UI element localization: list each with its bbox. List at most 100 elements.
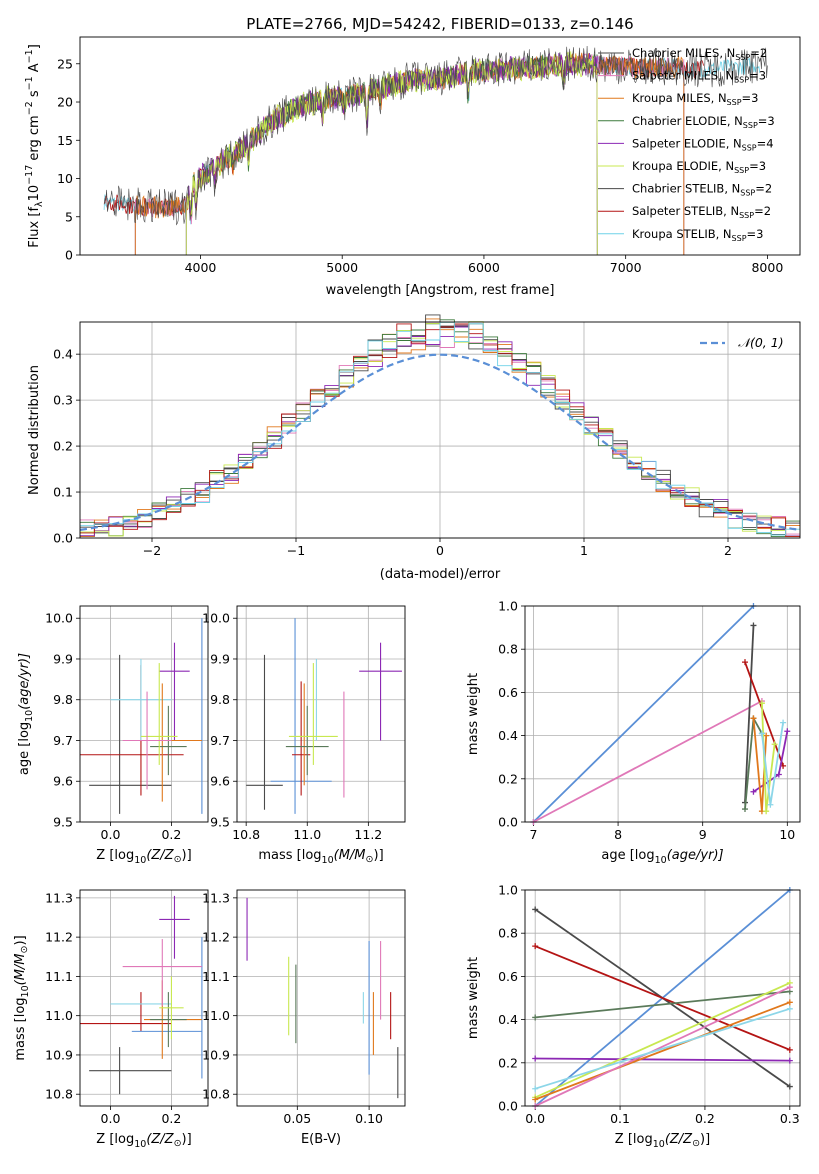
label-part: λ <box>34 201 45 207</box>
weight-marker <box>786 1083 793 1090</box>
y-tick-label: 0.4 <box>498 728 518 743</box>
label-part: ⊙ <box>19 946 30 954</box>
y-tick-label: 0.6 <box>498 685 518 700</box>
axes-frame <box>79 321 801 539</box>
label-part: 10 <box>134 855 146 866</box>
grid <box>80 890 208 1106</box>
y-tick-label: 1.0 <box>498 883 518 898</box>
weight-marker <box>532 1085 539 1092</box>
weight-line <box>534 1007 791 1090</box>
legend-label: 𝒩(0, 1) <box>738 335 784 350</box>
weight-line <box>534 986 791 1107</box>
weight-line <box>532 605 755 823</box>
label-part: −1 <box>24 76 35 90</box>
y-tick-label: 10.9 <box>202 1047 230 1062</box>
label-part: ] <box>27 44 42 49</box>
axes-frame <box>236 605 406 823</box>
y-tick-label: 1.0 <box>498 599 518 614</box>
weight-marker <box>532 1096 539 1103</box>
legend-part: =4 <box>757 136 774 150</box>
y-tick-label: 9.6 <box>53 774 73 789</box>
y-tick-label: 0.8 <box>498 642 518 657</box>
x-axis-label: (data-model)/error <box>380 567 501 582</box>
y-tick-label: 0.3 <box>53 393 73 408</box>
grid <box>237 606 405 823</box>
x-tick-label: 0.2 <box>695 1111 715 1126</box>
y-axis-label: mass [log10(M/M⊙)] <box>13 935 31 1060</box>
weight-marker <box>758 700 765 707</box>
y-tick-label: 0.8 <box>498 926 518 941</box>
y-tick-label: 0.4 <box>53 347 73 362</box>
histogram-chabrier-stelib <box>80 314 800 530</box>
y-tick-label: 11.2 <box>45 930 73 945</box>
weight-marker <box>786 1005 793 1012</box>
legend-label: Kroupa MILES, NSSP=3 <box>632 91 758 107</box>
axes-frame <box>236 889 406 1107</box>
weight-marker <box>767 801 774 808</box>
weight-marker <box>780 719 787 726</box>
y-tick-label: 9.8 <box>53 692 73 707</box>
legend-part: Chabrier MILES, N <box>632 46 735 60</box>
x-tick-label: 0.0 <box>101 1111 121 1126</box>
weight-marker <box>742 806 748 813</box>
legend-part: Kroupa MILES, N <box>632 91 727 105</box>
legend-part: =2 <box>750 46 767 60</box>
ebv-mass-panel: 0.05 0.10 10.8 10.9 11.0 11.1 11.2 11.3 E(B-V) <box>202 889 406 1147</box>
z-age-panel: 0.0 0.29.59.69.79.89.910.0Z [log10(Z/Z⊙)]… <box>17 605 209 866</box>
y-tick-label: 10.0 <box>45 611 73 626</box>
label-part: Z [log <box>96 1132 134 1147</box>
z-mass-panel: 0.0 0.210.810.911.011.111.211.3Z [log10(Z… <box>13 889 209 1150</box>
weight-marker <box>750 715 757 722</box>
y-tick-label: 9.9 <box>210 651 230 666</box>
label-part: 10 <box>27 185 42 202</box>
label-part: )] <box>182 1132 192 1147</box>
x-tick-label: 9 <box>699 827 707 842</box>
weight-marker <box>750 788 757 795</box>
label-part: 10 <box>24 710 35 722</box>
x-tick-label: 0.10 <box>355 1111 383 1126</box>
y-tick-label: 10.8 <box>45 1087 73 1102</box>
x-tick-label: 0.2 <box>161 827 181 842</box>
legend-label: Kroupa STELIB, NSSP=3 <box>632 227 763 243</box>
axes-frame <box>524 889 801 1107</box>
y-tick-label: 10.9 <box>45 1047 73 1062</box>
x-axis-label: Z [log10(Z/Z⊙)] <box>96 848 191 866</box>
y-tick-label: 11.0 <box>202 1008 230 1023</box>
weight-marker <box>784 728 791 735</box>
label-part: )] <box>182 848 192 863</box>
y-tick-label: 0 <box>65 248 73 263</box>
weight-marker <box>763 732 770 739</box>
y-tick-label: 25 <box>57 56 73 71</box>
weight-marker <box>532 943 539 950</box>
y-axis-label: Normed distribution <box>27 365 42 495</box>
y-tick-label: 9.8 <box>210 692 230 707</box>
legend-label: Salpeter MILES, NSSP=3 <box>632 69 766 85</box>
weight-marker <box>775 771 782 778</box>
y-tick-label: 9.6 <box>210 774 230 789</box>
weight-z-panel: 0.0 0.1 0.2 0.3 0.0 0.2 0.4 0.6 0.8 1.0 Z [log10(Z… <box>466 883 801 1150</box>
legend-part: =3 <box>749 159 766 173</box>
legend-part: =2 <box>755 182 772 196</box>
label-part: erg cm <box>27 115 42 164</box>
x-tick-label: 8000 <box>751 260 783 275</box>
label-part: −17 <box>24 165 35 185</box>
y-axis-label: Flux [fλ10−17 erg cm−2 s−1 A−1] <box>24 44 45 248</box>
x-tick-label: 7 <box>529 827 537 842</box>
y-tick-label: 20 <box>57 95 73 110</box>
x-axis-label: age [log10(age/yr)] <box>601 848 723 866</box>
axes-frame <box>79 605 209 823</box>
weight-line <box>534 1001 791 1101</box>
label-part: A <box>27 63 42 76</box>
y-tick-label: 9.9 <box>53 651 73 666</box>
label-part: 10 <box>322 855 334 866</box>
weight-marker <box>532 1014 539 1021</box>
y-tick-label: 0.0 <box>498 1099 518 1114</box>
spectrum-panel: 4000 5000 6000 7000 8000 0 5 10 15 20 25 Chabrier M… <box>24 36 801 298</box>
legend-part: Kroupa STELIB, N <box>632 227 732 241</box>
legend-part: Salpeter MILES, N <box>632 69 734 83</box>
label-part: Z [log <box>96 848 134 863</box>
y-tick-label: 11.1 <box>45 969 73 984</box>
y-axis-label: mass weight <box>466 957 481 1039</box>
